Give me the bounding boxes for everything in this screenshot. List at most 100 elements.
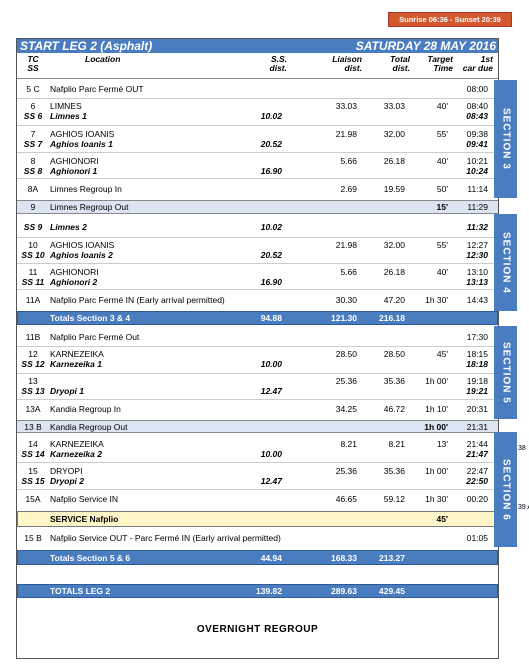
- shaded-row: [17, 200, 498, 214]
- location: AGHIOS IOANIS: [50, 128, 115, 139]
- ss-dist: 20.52: [260, 138, 282, 149]
- total-total: 216.18: [379, 313, 405, 323]
- car-due: 21:44: [466, 438, 488, 449]
- target-time: 55': [436, 240, 448, 250]
- car-due: 19:18: [466, 376, 488, 386]
- tc: 13 B: [24, 421, 42, 432]
- tc: 7: [30, 128, 36, 139]
- target-time: 1h 00': [424, 421, 448, 432]
- row-rule: [17, 399, 498, 400]
- car-due: 21:31: [466, 421, 488, 432]
- ss-location: Limnes 2: [50, 221, 87, 232]
- total-dist: 19.59: [383, 183, 405, 194]
- col-target: Target: [427, 54, 453, 64]
- total-label: Totals Section 3 & 4: [50, 313, 131, 323]
- ss-location: Karnezeika 2: [50, 448, 102, 459]
- liaison-dist: 5.66: [340, 266, 357, 277]
- target-time: 1h 10': [425, 404, 448, 414]
- liaison-dist: 21.98: [335, 128, 357, 139]
- car-due: 00:20: [466, 494, 488, 504]
- ss-location: Limnes 1: [50, 111, 87, 121]
- row-rule: [17, 98, 498, 99]
- car-due-ss: 09:41: [466, 138, 488, 149]
- car-due: 08:40: [466, 101, 488, 111]
- tc: 8A: [27, 183, 39, 194]
- total-dist: 28.50: [383, 349, 405, 359]
- col-total: Total: [390, 54, 410, 64]
- ss-location: Aghionori 2: [50, 276, 98, 287]
- row-rule: [17, 289, 498, 290]
- ss-dist: 12.47: [260, 386, 282, 396]
- total-bar: [17, 550, 498, 565]
- total-ss-dist: 94.88: [260, 313, 282, 323]
- col-tc: TC: [27, 54, 39, 64]
- total-dist: 33.03: [383, 101, 405, 111]
- target-time: 40': [436, 101, 448, 111]
- ss: SS 13: [21, 386, 45, 396]
- tc: 11B: [25, 331, 41, 342]
- ss-dist: 16.90: [260, 276, 282, 287]
- total-total: 429.45: [379, 586, 405, 596]
- total-liaison: 121.30: [331, 313, 357, 323]
- col-location: Location: [85, 54, 121, 64]
- location: Kandia Regroup Out: [50, 421, 128, 432]
- location: Nafplio Service IN: [50, 494, 119, 504]
- sun-badge-text: Sunrise 06:36 - Sunset 20:39: [399, 15, 501, 24]
- tc: 9: [30, 202, 36, 212]
- ss-dist: 10.02: [260, 111, 282, 121]
- section-label: SECTION 6: [494, 432, 517, 547]
- car-due: 18:15: [466, 349, 488, 359]
- car-due: 08:00: [466, 84, 488, 94]
- ss: SS 6: [23, 111, 43, 121]
- location: Kandia Regroup In: [50, 404, 121, 414]
- col-due: 1st: [480, 54, 493, 64]
- total-dist: 35.36: [383, 465, 405, 476]
- col-total: dist.: [392, 63, 410, 73]
- col-ss-dist: dist.: [269, 63, 287, 73]
- total-ss-dist: 44.94: [260, 552, 282, 563]
- row-rule: [17, 152, 498, 153]
- section-label: SECTION 3: [494, 80, 517, 198]
- location: Nafplio Parc Fermé Out: [50, 331, 140, 342]
- ss-dist: 12.47: [260, 475, 282, 486]
- liaison-dist: 25.36: [335, 465, 357, 476]
- car-due: 13:10: [466, 266, 488, 277]
- tc: 15A: [25, 494, 41, 504]
- row-rule: [17, 462, 498, 463]
- row-rule: [17, 489, 498, 490]
- target-time: 1h 00': [425, 465, 448, 476]
- ss-dist: 16.90: [260, 165, 282, 176]
- liaison-dist: 33.03: [335, 101, 357, 111]
- car-due: 20:31: [466, 404, 488, 414]
- total-dist: 26.18: [383, 155, 405, 166]
- target-time: 40': [436, 155, 448, 166]
- location: DRYOPI: [50, 465, 83, 476]
- header-date: SATURDAY 28 MAY 2016: [355, 39, 496, 53]
- car-due-ss: 08:43: [466, 111, 488, 121]
- location: Nafplio Parc Fermé OUT: [50, 84, 144, 94]
- car-due-ss: 12:30: [466, 250, 488, 260]
- row-rule: [17, 263, 498, 264]
- ss: SS 15: [21, 475, 45, 486]
- margin-note: 39 A: [518, 504, 529, 511]
- col-ss: SS: [27, 63, 39, 73]
- liaison-dist: 2.69: [340, 183, 357, 194]
- car-due-ss: 10:24: [466, 165, 488, 176]
- ss: SS 9: [23, 221, 43, 232]
- total-dist: 59.12: [383, 494, 405, 504]
- car-due: 14:43: [466, 294, 488, 305]
- total-dist: 8.21: [388, 438, 405, 449]
- tc: 15: [28, 465, 38, 476]
- total-dist: 47.20: [383, 294, 405, 305]
- ss-location: Aghionori 1: [50, 165, 98, 176]
- total-label: Totals Section 5 & 6: [50, 552, 131, 563]
- target-time: 1h 00': [425, 376, 448, 386]
- ss-location: Dryopi 2: [50, 475, 85, 486]
- service-target: 45': [436, 514, 448, 524]
- car-due: 12:27: [466, 240, 488, 250]
- location: Limnes Regroup In: [50, 183, 122, 194]
- target-time: 13': [436, 438, 448, 449]
- car-due-ss: 21:47: [466, 448, 488, 459]
- col-ss-dist: S.S.: [270, 54, 287, 64]
- location: Nafplio Service OUT - Parc Fermé IN (Ear…: [50, 532, 281, 543]
